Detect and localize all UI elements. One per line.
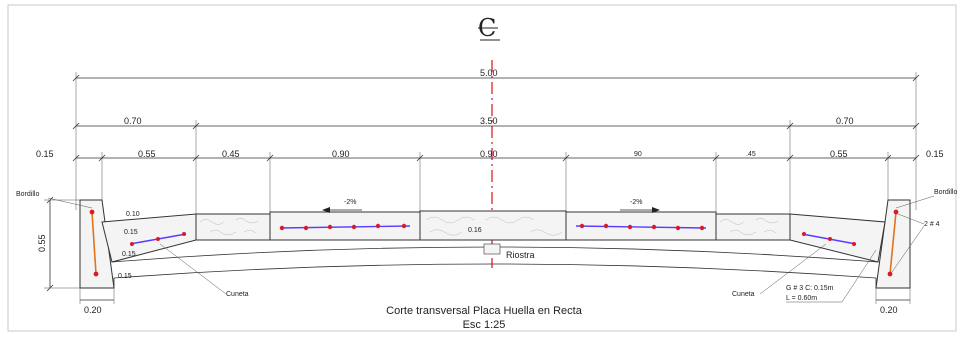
slope-arrow-left [322,207,362,213]
rebar-note: 2 # 4 [924,221,940,228]
layer-3-label: 0.15 [122,251,136,258]
dim-right-side: 0.70 [836,116,854,126]
layer-1-label: 0.10 [126,211,140,218]
cuneta-left-leader [159,243,227,295]
dim-cuneta-left: 0.55 [138,149,156,159]
spec-leader [841,249,877,303]
right-cuneta-slab [789,213,886,263]
bordillo-left-leader [47,197,93,209]
layer-2-label: 0.15 [124,229,138,236]
dim-bottom-right: 0.20 [880,305,898,315]
riostra-label: Riostra [506,250,535,260]
dim-band-r2: 90 [634,151,642,158]
cuneta-right-leader [759,243,827,295]
drawing-title: Corte transversal Placa Huella en Recta [386,305,583,317]
cuneta-right-label: Cuneta [732,291,755,298]
slope-left-label: -2% [344,199,356,206]
band-rock-right [715,213,791,241]
dim-left-side: 0.70 [124,116,142,126]
dimension-lines [72,72,920,220]
dim-total: 5.00 [480,68,498,78]
dim-band-c: 0.90 [480,149,498,159]
bordillo-left-label: Bordillo [16,191,39,198]
rebar-right-curb [887,209,899,277]
riostra-section [483,243,501,255]
cuneta-left-label: Cuneta [226,291,249,298]
dim-cuneta-right: 0.55 [830,149,848,159]
dim-curb-left: 0.15 [36,149,54,159]
dim-bottom-left: 0.20 [84,305,102,315]
slope-right-label: -2% [630,199,642,206]
rebar-left-cuneta [129,232,187,246]
bordillo-right-label: Bordillo [934,189,957,196]
slope-arrow-right [620,207,660,213]
subbase-bottom [113,263,877,288]
left-cuneta-slab [101,213,197,263]
band-rock-center [419,210,567,241]
dim-band-l2: 0.90 [332,149,350,159]
spec-line-2: L = 0.60m [786,295,817,302]
rebar-left-plate [279,223,411,231]
spec-line-1: G # 3 C: 0.15m [786,285,834,292]
drawing-scale: Esc 1:25 [463,319,506,331]
drawing-frame [7,4,957,332]
bordillo-right-leader [895,195,935,209]
dim-curb-right: 0.15 [926,149,944,159]
band-rock-left [195,213,271,241]
rebar-right-plate [575,223,707,231]
riostra-thickness: 0.16 [468,227,482,234]
dim-band-r1: .45 [746,151,756,158]
dim-band-l1: 0.45 [222,149,240,159]
rebar-note-leader-2 [891,225,925,273]
rebar-right-cuneta [801,232,857,246]
rock-texture [199,216,779,236]
rebar-left-curb [89,209,99,277]
dim-center: 3.50 [480,116,498,126]
dim-curb-height: 0.55 [37,234,47,252]
rebar-note-leader-1 [897,213,925,225]
layer-4-label: 0.15 [118,273,132,280]
